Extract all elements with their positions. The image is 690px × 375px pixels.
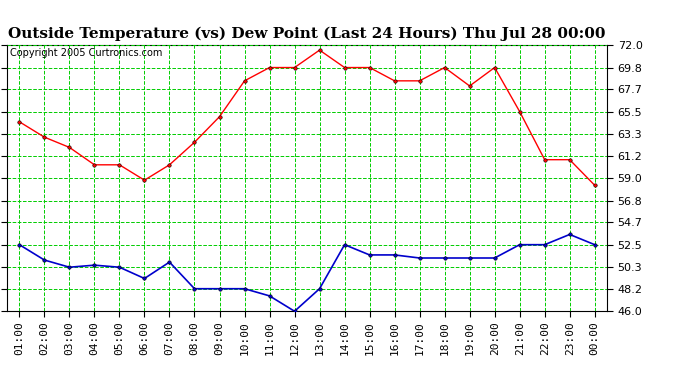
Text: Copyright 2005 Curtronics.com: Copyright 2005 Curtronics.com [10,48,162,58]
Title: Outside Temperature (vs) Dew Point (Last 24 Hours) Thu Jul 28 00:00: Outside Temperature (vs) Dew Point (Last… [8,27,606,41]
